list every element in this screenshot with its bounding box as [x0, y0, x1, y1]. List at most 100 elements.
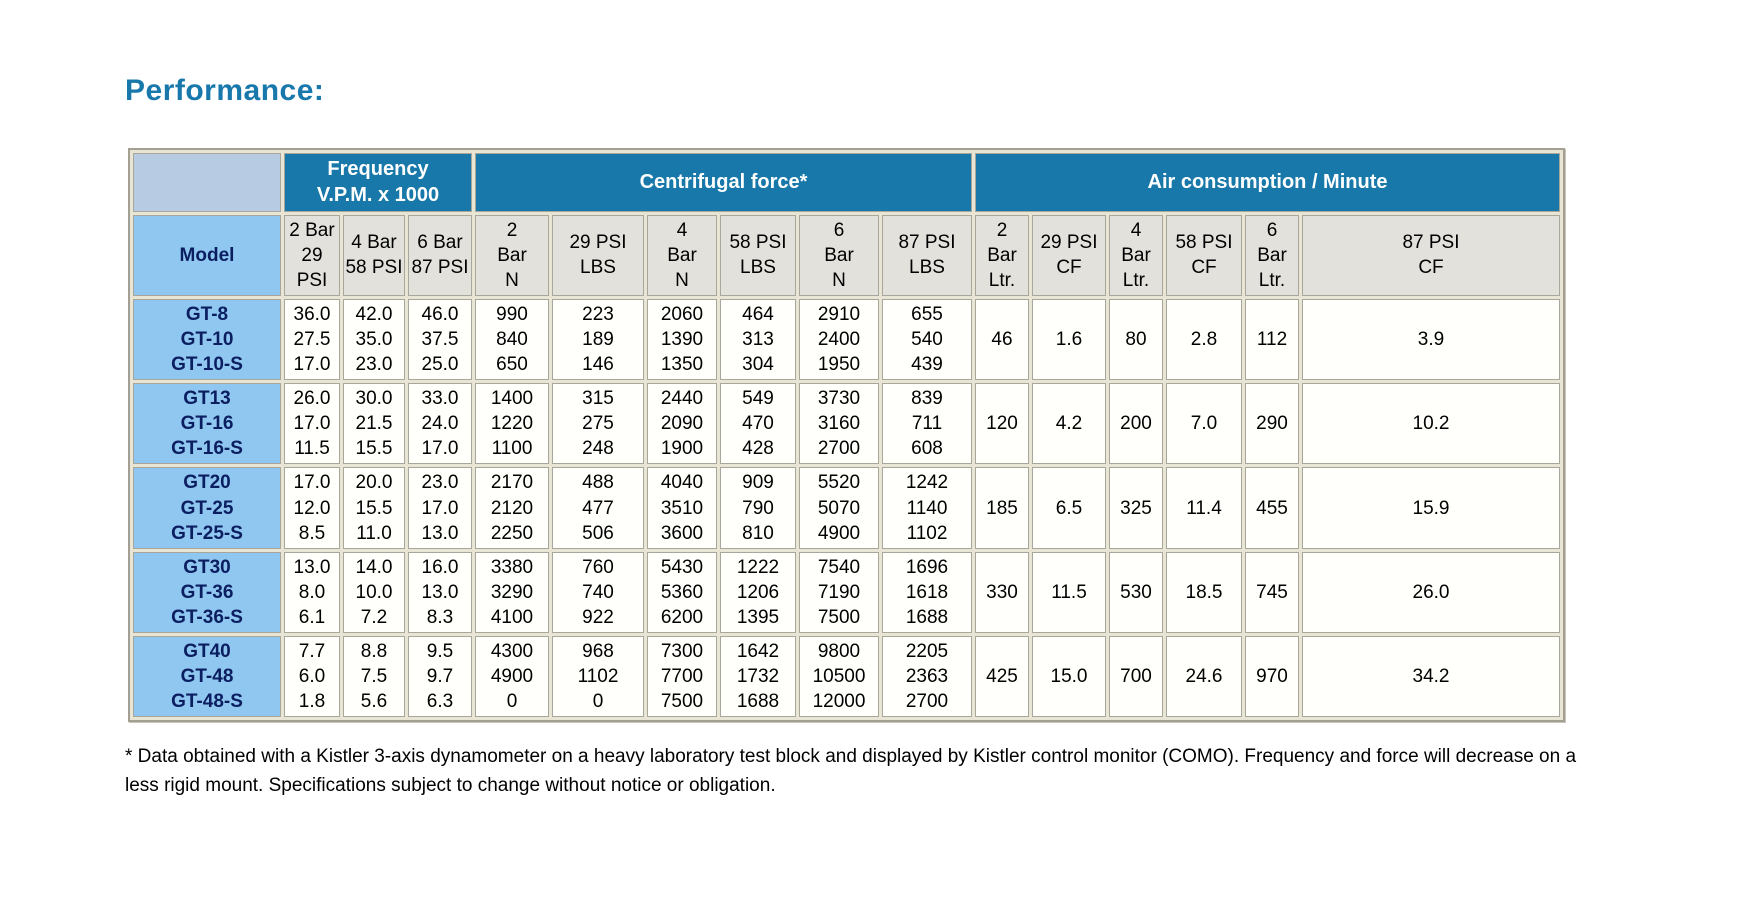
cell-air-4bar-ltr-group-4: 530	[1109, 551, 1163, 633]
cell-air-87psi-cf-group-3: 15.9	[1302, 467, 1560, 549]
model-cell-group-1: GT-8 GT-10 GT-10-S	[133, 299, 281, 381]
cell-air-58psi-cf-group-2: 7.0	[1166, 383, 1242, 465]
column-header-air-4bar-ltr: 4 Bar Ltr.	[1109, 214, 1163, 297]
table-corner-cell	[133, 153, 281, 212]
table-header: Frequency V.P.M. x 1000 Centrifugal force…	[133, 153, 1560, 297]
column-header-freq-4bar-58psi: 4 Bar 58 PSI	[343, 214, 405, 297]
cell-force-58psi-lbs-group-2: 549 470 428	[720, 383, 796, 465]
model-cell-group-3: GT20 GT-25 GT-25-S	[133, 467, 281, 549]
cell-air-87psi-cf-group-1: 3.9	[1302, 299, 1560, 381]
cell-force-87psi-lbs-group-4: 1696 1618 1688	[882, 551, 972, 633]
table-row: GT40 GT-48 GT-48-S 7.7 6.0 1.8 8.8 7.5 5.6…	[133, 635, 1560, 718]
cell-force-29psi-lbs-group-2: 315 275 248	[552, 383, 644, 465]
column-header-force-6bar-n: 6 Bar N	[799, 214, 879, 297]
cell-force-29psi-lbs-group-3: 488 477 506	[552, 467, 644, 549]
cell-force-4bar-n-group-4: 5430 5360 6200	[647, 551, 717, 633]
cell-air-2bar-ltr-group-2: 120	[975, 383, 1029, 465]
cell-air-2bar-ltr-group-3: 185	[975, 467, 1029, 549]
column-header-force-4bar-n: 4 Bar N	[647, 214, 717, 297]
cell-freq-2bar-29psi-group-4: 13.0 8.0 6.1	[284, 551, 340, 633]
cell-force-2bar-n-group-3: 2170 2120 2250	[475, 467, 549, 549]
cell-force-58psi-lbs-group-5: 1642 1732 1688	[720, 635, 796, 718]
cell-force-87psi-lbs-group-3: 1242 1140 1102	[882, 467, 972, 549]
cell-force-6bar-n-group-4: 7540 7190 7500	[799, 551, 879, 633]
table-body: GT-8 GT-10 GT-10-S 36.0 27.5 17.0 42.0 35.…	[133, 299, 1560, 718]
cell-air-87psi-cf-group-5: 34.2	[1302, 635, 1560, 718]
table-row: GT20 GT-25 GT-25-S 17.0 12.0 8.5 20.0 15.5…	[133, 467, 1560, 549]
cell-force-4bar-n-group-1: 2060 1390 1350	[647, 299, 717, 381]
column-header-force-87psi-lbs: 87 PSI LBS	[882, 214, 972, 297]
cell-air-2bar-ltr-group-1: 46	[975, 299, 1029, 381]
column-header-air-87psi-cf: 87 PSI CF	[1302, 214, 1560, 297]
cell-air-29psi-cf-group-2: 4.2	[1032, 383, 1106, 465]
cell-freq-2bar-29psi-group-5: 7.7 6.0 1.8	[284, 635, 340, 718]
cell-force-6bar-n-group-3: 5520 5070 4900	[799, 467, 879, 549]
model-cell-group-4: GT30 GT-36 GT-36-S	[133, 551, 281, 633]
cell-freq-2bar-29psi-group-1: 36.0 27.5 17.0	[284, 299, 340, 381]
cell-freq-6bar-87psi-group-4: 16.0 13.0 8.3	[408, 551, 472, 633]
cell-air-58psi-cf-group-4: 18.5	[1166, 551, 1242, 633]
footnote: * Data obtained with a Kistler 3-axis dy…	[125, 746, 1577, 797]
model-cell-group-2: GT13 GT-16 GT-16-S	[133, 383, 281, 465]
cell-freq-4bar-58psi-group-2: 30.0 21.5 15.5	[343, 383, 405, 465]
column-header-row: Model 2 Bar 29 PSI 4 Bar 58 PSI 6 Bar 87 PS…	[133, 214, 1560, 297]
cell-air-58psi-cf-group-1: 2.8	[1166, 299, 1242, 381]
cell-air-6bar-ltr-group-2: 290	[1245, 383, 1299, 465]
cell-freq-2bar-29psi-group-2: 26.0 17.0 11.5	[284, 383, 340, 465]
group-header-frequency-vpm: Frequency V.P.M. x 1000	[284, 153, 472, 212]
performance-table: Frequency V.P.M. x 1000 Centrifugal force…	[128, 148, 1565, 723]
column-header-force-58psi-lbs: 58 PSI LBS	[720, 214, 796, 297]
cell-force-58psi-lbs-group-3: 909 790 810	[720, 467, 796, 549]
cell-air-4bar-ltr-group-3: 325	[1109, 467, 1163, 549]
model-cell-group-5: GT40 GT-48 GT-48-S	[133, 635, 281, 718]
column-header-air-6bar-ltr: 6 Bar Ltr.	[1245, 214, 1299, 297]
table-row: GT-8 GT-10 GT-10-S 36.0 27.5 17.0 42.0 35.…	[133, 299, 1560, 381]
cell-air-58psi-cf-group-3: 11.4	[1166, 467, 1242, 549]
column-header-air-58psi-cf: 58 PSI CF	[1166, 214, 1242, 297]
group-header-row: Frequency V.P.M. x 1000 Centrifugal force…	[133, 153, 1560, 212]
cell-air-6bar-ltr-group-1: 112	[1245, 299, 1299, 381]
cell-force-87psi-lbs-group-1: 655 540 439	[882, 299, 972, 381]
cell-air-4bar-ltr-group-2: 200	[1109, 383, 1163, 465]
cell-freq-6bar-87psi-group-1: 46.0 37.5 25.0	[408, 299, 472, 381]
cell-force-4bar-n-group-5: 7300 7700 7500	[647, 635, 717, 718]
cell-freq-4bar-58psi-group-1: 42.0 35.0 23.0	[343, 299, 405, 381]
column-header-force-2bar-n: 2 Bar N	[475, 214, 549, 297]
cell-freq-6bar-87psi-group-2: 33.0 24.0 17.0	[408, 383, 472, 465]
cell-freq-6bar-87psi-group-3: 23.0 17.0 13.0	[408, 467, 472, 549]
cell-air-58psi-cf-group-5: 24.6	[1166, 635, 1242, 718]
cell-air-87psi-cf-group-4: 26.0	[1302, 551, 1560, 633]
cell-force-58psi-lbs-group-1: 464 313 304	[720, 299, 796, 381]
cell-force-6bar-n-group-5: 9800 10500 12000	[799, 635, 879, 718]
cell-force-6bar-n-group-2: 3730 3160 2700	[799, 383, 879, 465]
cell-air-29psi-cf-group-4: 11.5	[1032, 551, 1106, 633]
cell-force-29psi-lbs-group-5: 968 1102 0	[552, 635, 644, 718]
cell-freq-4bar-58psi-group-4: 14.0 10.0 7.2	[343, 551, 405, 633]
column-header-freq-2bar-29psi: 2 Bar 29 PSI	[284, 214, 340, 297]
column-header-air-29psi-cf: 29 PSI CF	[1032, 214, 1106, 297]
cell-air-29psi-cf-group-3: 6.5	[1032, 467, 1106, 549]
cell-air-6bar-ltr-group-3: 455	[1245, 467, 1299, 549]
cell-force-29psi-lbs-group-4: 760 740 922	[552, 551, 644, 633]
cell-air-29psi-cf-group-1: 1.6	[1032, 299, 1106, 381]
column-header-force-29psi-lbs: 29 PSI LBS	[552, 214, 644, 297]
cell-force-29psi-lbs-group-1: 223 189 146	[552, 299, 644, 381]
group-header-centrifugal-force: Centrifugal force*	[475, 153, 972, 212]
cell-force-58psi-lbs-group-4: 1222 1206 1395	[720, 551, 796, 633]
cell-air-4bar-ltr-group-1: 80	[1109, 299, 1163, 381]
cell-force-2bar-n-group-4: 3380 3290 4100	[475, 551, 549, 633]
cell-air-2bar-ltr-group-4: 330	[975, 551, 1029, 633]
cell-force-6bar-n-group-1: 2910 2400 1950	[799, 299, 879, 381]
cell-freq-6bar-87psi-group-5: 9.5 9.7 6.3	[408, 635, 472, 718]
cell-air-6bar-ltr-group-5: 970	[1245, 635, 1299, 718]
table-row: GT13 GT-16 GT-16-S 26.0 17.0 11.5 30.0 21.…	[133, 383, 1560, 465]
cell-freq-4bar-58psi-group-5: 8.8 7.5 5.6	[343, 635, 405, 718]
cell-air-29psi-cf-group-5: 15.0	[1032, 635, 1106, 718]
cell-air-2bar-ltr-group-5: 425	[975, 635, 1029, 718]
cell-force-2bar-n-group-2: 1400 1220 1100	[475, 383, 549, 465]
column-header-freq-6bar-87psi: 6 Bar 87 PSI	[408, 214, 472, 297]
page-title: Performance:	[125, 74, 325, 107]
cell-air-6bar-ltr-group-4: 745	[1245, 551, 1299, 633]
cell-force-87psi-lbs-group-5: 2205 2363 2700	[882, 635, 972, 718]
